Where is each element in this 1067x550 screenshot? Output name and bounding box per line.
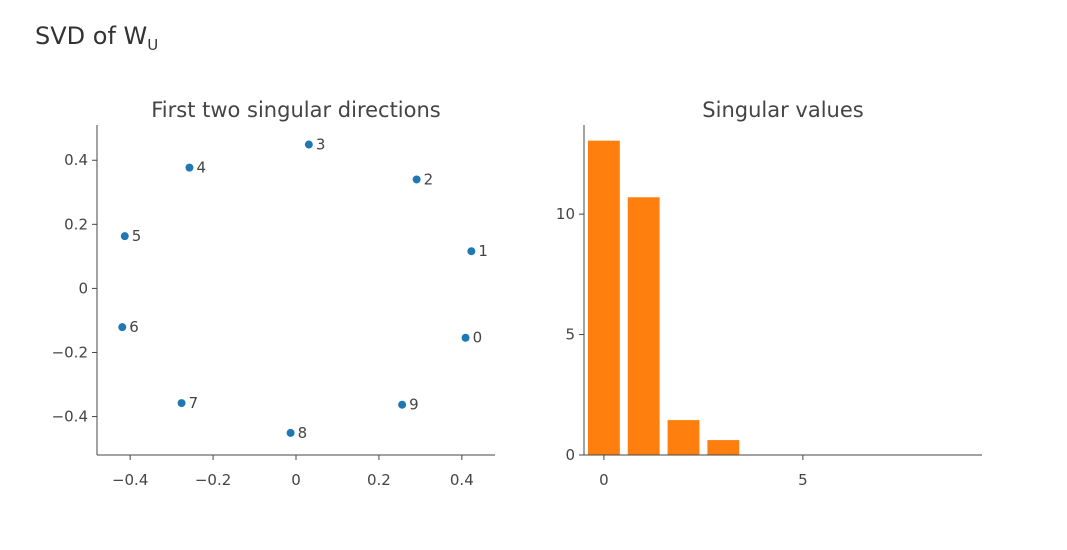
scatter-title: First two singular directions — [151, 98, 441, 122]
scatter-point-3 — [304, 140, 313, 149]
scatter-point-label-3: 3 — [316, 136, 326, 154]
scatter-x-tick-label: 0 — [291, 471, 301, 489]
scatter-x-tick-label: −0.2 — [195, 471, 231, 489]
bar-x-tick-label: 5 — [798, 471, 808, 489]
bar-x-tick-label: 0 — [599, 471, 609, 489]
scatter-point-2 — [412, 175, 421, 184]
bar-panel: Singular values 0 5 0 5 10 — [556, 98, 982, 489]
scatter-point-6 — [118, 323, 127, 332]
bar-y-tick-label: 10 — [556, 205, 575, 223]
bar-1 — [627, 197, 660, 456]
main-title-subscript: U — [147, 35, 159, 54]
scatter-point-label-1: 1 — [478, 242, 488, 260]
bar-y-tick-label: 5 — [565, 326, 575, 344]
scatter-y-tick-label: −0.4 — [52, 408, 88, 426]
scatter-y-tick-label: −0.2 — [52, 343, 88, 361]
scatter-point-9 — [398, 400, 407, 409]
scatter-point-label-4: 4 — [196, 159, 206, 177]
scatter-point-8 — [286, 428, 295, 437]
scatter-point-label-9: 9 — [409, 396, 419, 414]
scatter-y-tick-label: 0 — [78, 279, 88, 297]
scatter-point-5 — [120, 232, 129, 241]
scatter-point-label-7: 7 — [189, 394, 199, 412]
scatter-x-tick-label: 0.4 — [450, 471, 474, 489]
scatter-point-label-2: 2 — [424, 170, 434, 188]
scatter-point-label-8: 8 — [298, 424, 308, 442]
scatter-point-0 — [461, 333, 470, 342]
scatter-panel: First two singular directions −0.4 −0.2 0 0.… — [52, 98, 495, 489]
bar-title: Singular values — [702, 98, 863, 122]
scatter-point-1 — [467, 247, 476, 256]
bar-3 — [707, 440, 740, 455]
bar-y-tick-label: 0 — [565, 446, 575, 464]
scatter-x-tick-label: −0.4 — [112, 471, 148, 489]
scatter-y-tick-label: 0.2 — [64, 215, 88, 233]
scatter-point-label-5: 5 — [132, 227, 142, 245]
bar-0 — [587, 140, 620, 456]
scatter-point-4 — [185, 163, 194, 172]
bar-2 — [667, 420, 700, 455]
main-title-text: SVD of W — [35, 22, 148, 50]
scatter-point-label-0: 0 — [473, 329, 483, 347]
main-title: SVD of WU — [35, 22, 158, 54]
scatter-x-tick-label: 0.2 — [367, 471, 391, 489]
scatter-point-label-6: 6 — [129, 318, 139, 336]
scatter-y-tick-label: 0.4 — [64, 151, 88, 169]
scatter-point-7 — [177, 399, 186, 408]
